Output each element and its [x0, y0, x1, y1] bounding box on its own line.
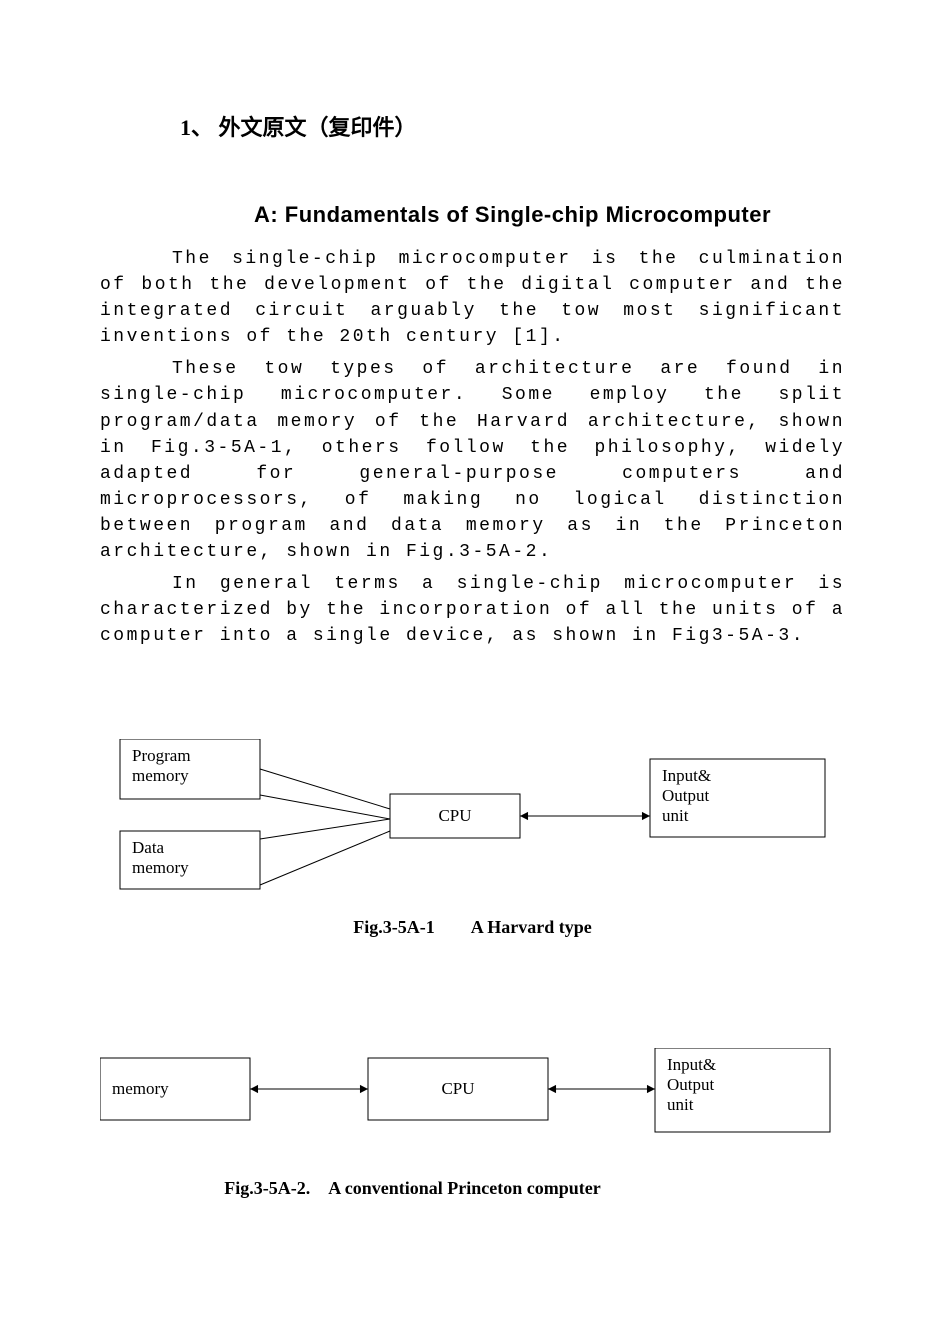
princeton-diagram: memory CPU Input&Outputunit — [100, 1048, 840, 1138]
figure-1-caption: Fig.3-5A-1 A Harvard type — [100, 917, 845, 938]
svg-text:Data: Data — [132, 838, 165, 857]
svg-text:memory: memory — [112, 1079, 169, 1098]
paragraph-1: The single-chip microcomputer is the cul… — [100, 246, 845, 350]
svg-text:unit: unit — [662, 806, 689, 825]
figure-3-5a-1: ProgrammemoryDatamemoryCPUInput&Outputun… — [100, 739, 845, 938]
svg-text:Input&: Input& — [662, 766, 711, 785]
svg-text:unit: unit — [667, 1095, 694, 1114]
svg-text:Input&: Input& — [667, 1055, 716, 1074]
paragraph-2: These tow types of architecture are foun… — [100, 356, 845, 565]
svg-text:Output: Output — [667, 1075, 715, 1094]
svg-text:memory: memory — [132, 858, 189, 877]
svg-text:memory: memory — [132, 766, 189, 785]
svg-text:CPU: CPU — [441, 1079, 474, 1098]
section-heading: 1、 外文原文（复印件） — [180, 110, 845, 142]
harvard-diagram: ProgrammemoryDatamemoryCPUInput&Outputun… — [100, 739, 840, 899]
svg-text:Program: Program — [132, 746, 191, 765]
figure-3-5a-2: memoryCPUInput&Outputunit Fig.3-5A-2. A … — [100, 1048, 845, 1199]
paragraph-3: In general terms a single-chip microcomp… — [100, 571, 845, 649]
figure-2-caption: Fig.3-5A-2. A conventional Princeton com… — [0, 1178, 845, 1199]
svg-text:CPU: CPU — [438, 806, 471, 825]
article-title: A: Fundamentals of Single-chip Microcomp… — [180, 202, 845, 228]
svg-text:Output: Output — [662, 786, 710, 805]
